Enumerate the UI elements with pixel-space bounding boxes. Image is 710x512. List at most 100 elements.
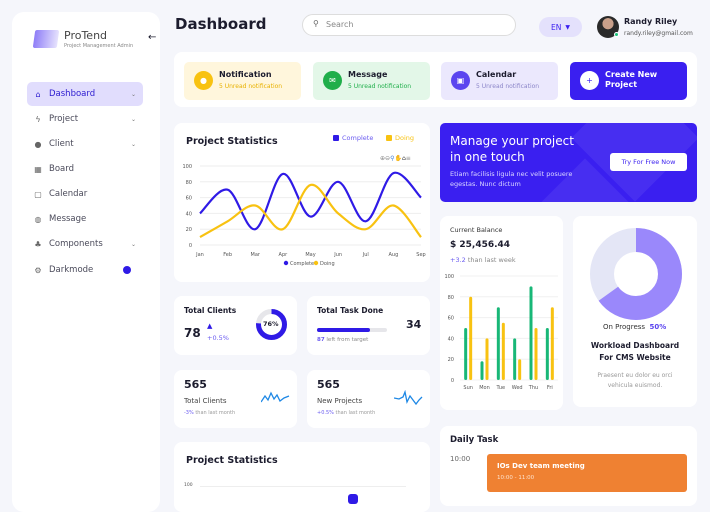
- sidebar-item-label: Darkmode: [49, 265, 94, 275]
- bar-green: [480, 361, 484, 380]
- task-event[interactable]: IOs Dev team meeting 10:00 - 11:00: [487, 454, 687, 492]
- notification-card[interactable]: ● Notification 5 Unread notification: [184, 62, 301, 100]
- sidebar-item-label: Dashboard: [49, 89, 96, 99]
- sidebar-item-project[interactable]: ϟ Project ⌄: [27, 107, 143, 131]
- create-project-button[interactable]: + Create New Project: [570, 62, 687, 100]
- grid-icon: ▦: [34, 164, 42, 174]
- stat2-label: New Projects: [317, 397, 363, 405]
- total-clients-value: 78: [184, 326, 201, 340]
- y-tick-label: 40: [448, 336, 454, 342]
- bar-yellow: [518, 359, 522, 380]
- banner-text-1: Etiam facilisis ligula nec velit posuere: [450, 170, 573, 178]
- y-tick-label: 0: [451, 378, 454, 384]
- y-tick-label: 60: [448, 316, 454, 322]
- bottom-legend-dot: [313, 260, 319, 266]
- sidebar-item-darkmode[interactable]: ⚙ Darkmode: [27, 258, 143, 282]
- avatar[interactable]: [597, 16, 619, 38]
- up-triangle-icon: ▲: [207, 322, 213, 330]
- x-tick-label: Sep: [416, 252, 425, 258]
- try-free-button[interactable]: Try For Free Now: [610, 153, 687, 171]
- sparkline-clients: [261, 391, 290, 403]
- y-tick-label: 20: [448, 357, 454, 363]
- message-card[interactable]: ✉ Message 5 Unread notification: [313, 62, 430, 100]
- language-select[interactable]: EN ▼: [539, 17, 582, 37]
- sidebar-item-components[interactable]: ♣ Components ⌄: [27, 232, 143, 256]
- sidebar-item-client[interactable]: ● Client ⌄: [27, 132, 143, 156]
- y-tick-label: 100: [444, 274, 454, 280]
- y-tick-label: 60: [186, 196, 192, 202]
- caret-down-icon: ▼: [565, 23, 570, 31]
- y-tick-label: 40: [186, 211, 192, 217]
- stat-card-clients: [174, 370, 297, 428]
- chart-toolbar-icons[interactable]: ⊕⊖⚲✋⌂≡: [380, 155, 411, 162]
- calendar-icon: ▢: [34, 189, 42, 199]
- task-progress-bar: [317, 328, 387, 332]
- daily-task-time: 10:00: [450, 455, 471, 463]
- chevron-down-icon: ⌄: [130, 90, 136, 98]
- online-indicator: [614, 32, 619, 37]
- project-statistics-card-2: [174, 442, 430, 512]
- notification-title: Notification: [219, 70, 272, 79]
- series-line-doing: [199, 183, 422, 239]
- x-tick-label: Jan: [195, 252, 204, 258]
- sidebar-item-dashboard[interactable]: ⌂ Dashboard ⌄: [27, 82, 143, 106]
- chevron-down-icon: ⌄: [130, 140, 136, 148]
- brand-tagline: Project Management Admin: [64, 43, 134, 49]
- balance-label: Current Balance: [450, 226, 503, 234]
- daily-task-title: Daily Task: [450, 435, 499, 445]
- calendar-sub: 5 Unread notification: [476, 83, 540, 90]
- legend-complete[interactable]: Complete: [342, 134, 374, 142]
- legend-doing[interactable]: Doing: [395, 134, 415, 142]
- sidebar-item-message[interactable]: ◍ Message: [27, 207, 143, 231]
- brand-logo: [32, 30, 60, 48]
- chevron-down-icon: ⌄: [130, 240, 136, 248]
- clients-donut-fill: [256, 309, 287, 340]
- user-icon: ●: [34, 139, 42, 149]
- stats2-gridline: [200, 486, 406, 487]
- task-event-time: 10:00 - 11:00: [497, 475, 535, 481]
- create-label-2: Project: [605, 80, 638, 89]
- task-left: 87 left from target: [317, 337, 368, 343]
- message-icon: ◍: [34, 214, 42, 224]
- stat2-suffix: than last month: [335, 410, 376, 416]
- stat1-suffix: than last month: [195, 410, 236, 416]
- total-task-value: 34: [406, 318, 422, 331]
- bar-yellow: [469, 296, 473, 380]
- collapse-arrow-icon[interactable]: ←: [148, 32, 157, 43]
- bottom-legend-dot: [283, 260, 289, 266]
- calendar-card[interactable]: ▣ Calendar 5 Unread notification: [441, 62, 558, 100]
- workload-text-2: vehicula euismod.: [607, 382, 663, 389]
- gear-icon: ⚙: [34, 265, 42, 275]
- bar-green: [464, 328, 468, 380]
- x-tick-label: Sun: [463, 385, 473, 391]
- search-input[interactable]: ⚲ Search: [302, 14, 516, 36]
- balance-change: +3.2 than last week: [450, 256, 516, 264]
- x-tick-label: May: [305, 252, 315, 258]
- chat-icon: ✉: [323, 71, 342, 90]
- bottom-legend-label: Complete: [290, 261, 314, 267]
- sidebar-item-board[interactable]: ▦ Board: [27, 157, 143, 181]
- calendar-icon: ▣: [451, 71, 470, 90]
- sidebar-item-label: Message: [49, 214, 87, 224]
- stat1-change: -3% than last month: [184, 410, 235, 416]
- bell-icon: ●: [194, 71, 213, 90]
- workload-title-2: For CMS Website: [599, 353, 671, 362]
- sidebar-item-calendar[interactable]: ▢ Calendar: [27, 182, 143, 206]
- banner-title-2: in one touch: [450, 150, 525, 164]
- sidebar-item-label: Components: [49, 239, 103, 249]
- balance-suffix: than last week: [467, 256, 516, 264]
- workload-progress: On Progress 50%: [603, 323, 666, 331]
- stat1-value: 565: [184, 378, 207, 391]
- task-event-title: IOs Dev team meeting: [497, 462, 585, 470]
- balance-amount: $ 25,456.44: [450, 240, 511, 250]
- shapes-icon: ♣: [34, 239, 42, 249]
- line-chart: 0 20 40 60 80 100 Jan Feb Mar Apr May Jun Jul Aug Sep C…: [182, 164, 425, 267]
- message-sub: 5 Unread notification: [348, 83, 412, 90]
- stat2-change: +0.5% than last month: [317, 410, 375, 416]
- stat1-label: Total Clients: [184, 397, 227, 405]
- balance-card: [440, 216, 563, 410]
- sparkline-projects: [394, 390, 423, 406]
- darkmode-toggle[interactable]: [123, 266, 131, 274]
- banner-title-1: Manage your project: [450, 134, 574, 148]
- create-label-1: Create New: [605, 70, 658, 79]
